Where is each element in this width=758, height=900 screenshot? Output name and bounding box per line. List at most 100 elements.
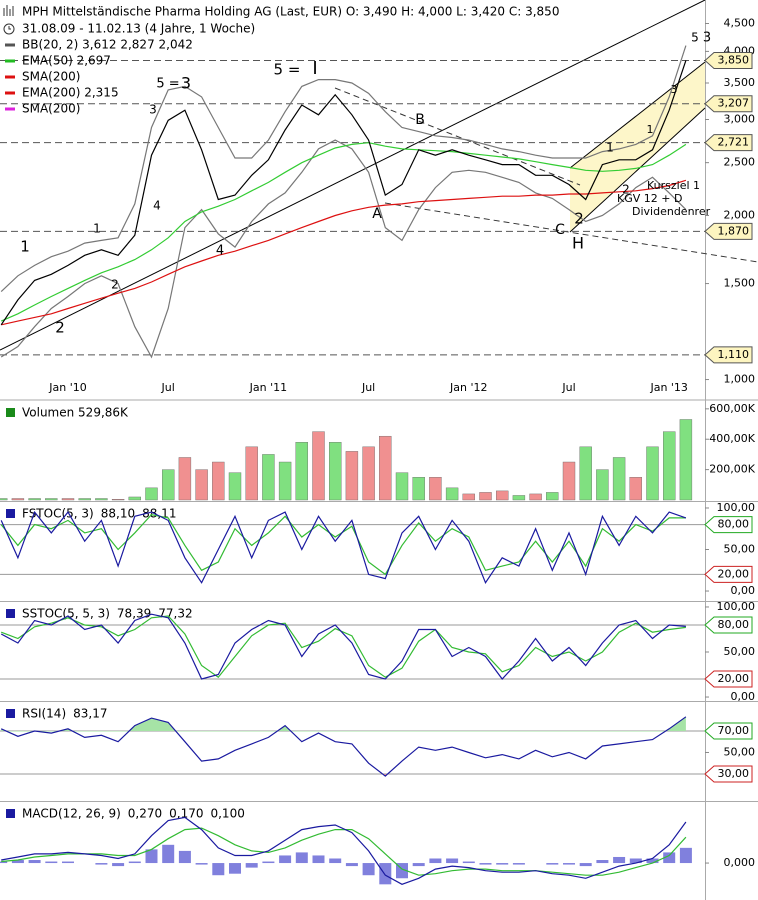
annotation: 3 — [671, 83, 678, 96]
volume-bar — [429, 477, 442, 501]
histogram-bar — [379, 863, 392, 885]
y-tick-label: 2,000 — [724, 208, 756, 221]
volume-bar — [596, 469, 609, 501]
annotation: 2 — [574, 210, 584, 228]
x-tick-label: Jul — [561, 381, 575, 394]
legend-label: EMA(50) 2,697 — [22, 54, 111, 68]
level-label: 30,00 — [718, 767, 750, 780]
annotation: 4 — [153, 199, 161, 213]
level-tag — [704, 222, 753, 240]
level-label: 1,110 — [718, 348, 750, 361]
chart-subtitle: 31.08.09 - 11.02.13 (4 Jahre, 1 Woche) — [22, 22, 255, 36]
level-label: 80,00 — [718, 518, 750, 531]
annotation: 3 — [181, 74, 191, 93]
volume-bar — [445, 487, 459, 501]
chart-title: MPH Mittelständische Pharma Holding AG (… — [22, 5, 559, 19]
legend-label: MACD(12, 26, 9) — [22, 807, 121, 821]
histogram-bar — [162, 844, 175, 864]
histogram-bar — [462, 861, 475, 864]
x-tick-label: Jan '13 — [649, 381, 687, 394]
clock-icon — [3, 23, 15, 35]
histogram-bar — [429, 858, 442, 864]
volume-bar — [512, 495, 526, 501]
series-line — [0, 142, 687, 322]
volume-bar — [546, 492, 559, 501]
level-label: 3,850 — [718, 53, 750, 66]
y-tick-label: 1,500 — [724, 277, 756, 290]
volume-bar — [111, 499, 125, 501]
volume-bar — [562, 461, 576, 501]
y-tick-label: 400,00K — [709, 432, 755, 445]
level-label: 1,870 — [718, 224, 750, 237]
y-tick-label: 50,00 — [724, 543, 756, 556]
volume-bar — [362, 446, 375, 501]
legend-label: 83,17 — [73, 707, 107, 721]
histogram-bar — [512, 863, 525, 865]
series-line — [0, 613, 686, 680]
level-label: 20,00 — [718, 567, 750, 580]
y-tick-label: 100,00 — [717, 501, 756, 514]
histogram-bar — [195, 863, 208, 865]
level-label: 70,00 — [718, 724, 750, 737]
volume-bar — [462, 493, 475, 501]
annotation: 5 = — [274, 61, 301, 79]
legend-label: SMA(200) — [22, 102, 80, 116]
annotation: 5 — [691, 31, 699, 45]
legend-label: 77,32 — [158, 607, 192, 621]
annotation: A — [372, 206, 382, 222]
y-tick-label: 50,00 — [724, 645, 756, 658]
y-tick-label: 50,00 — [724, 745, 756, 758]
x-tick-label: Jan '11 — [249, 381, 287, 394]
y-tick-label: 100,00 — [717, 600, 756, 613]
volume-bar — [128, 496, 142, 501]
histogram-bar — [11, 860, 24, 864]
annotation: Dividendenrer — [632, 205, 711, 218]
legend-label: BB(20, 2) 3,612 2,827 2,042 — [22, 38, 193, 52]
level-tag — [704, 616, 753, 634]
annotation: I — [312, 58, 317, 79]
y-tick-label: 1,000 — [724, 373, 756, 386]
volume-bar — [629, 477, 642, 501]
histogram-bar — [479, 863, 492, 865]
volume-bar — [262, 454, 275, 501]
legend-label: Volumen 529,86K — [22, 406, 129, 420]
level-tag — [704, 765, 753, 783]
histogram-bar — [212, 863, 225, 876]
volume-bar — [379, 435, 392, 501]
histogram-bar — [563, 863, 575, 865]
annotation: 3 — [149, 103, 157, 117]
volume-bar — [295, 442, 308, 501]
header-icon — [3, 5, 15, 35]
annotation: B — [415, 112, 425, 128]
legend-swatch — [6, 709, 15, 718]
volume-bar — [312, 431, 325, 501]
volume-bar — [145, 487, 158, 501]
volume-bar — [228, 472, 242, 501]
histogram-bar — [295, 852, 308, 864]
histogram-bar — [229, 863, 241, 874]
histogram-bar — [412, 863, 425, 867]
volume-bar — [45, 498, 58, 501]
histogram-bar — [613, 856, 626, 864]
volume-bar — [278, 461, 292, 501]
legend-label: 0,100 — [210, 807, 244, 821]
x-tick-label: Jul — [361, 381, 375, 394]
dashed-trend — [384, 202, 758, 263]
histogram-bar — [95, 863, 108, 865]
level-label: 2,721 — [718, 136, 750, 149]
legend-label: 88,11 — [142, 507, 176, 521]
volume-bar — [28, 498, 41, 501]
histogram-bar — [663, 852, 676, 864]
annotation: Kursziel 1 — [647, 179, 700, 192]
level-tag — [704, 51, 753, 69]
volume-bar — [579, 446, 592, 501]
histogram-bar — [112, 863, 125, 867]
volume-bar — [646, 446, 659, 501]
volume-bar — [479, 492, 492, 501]
level-tag — [704, 134, 753, 152]
annotation: C — [555, 222, 565, 238]
histogram-bar — [496, 863, 509, 865]
series-line — [0, 139, 687, 359]
